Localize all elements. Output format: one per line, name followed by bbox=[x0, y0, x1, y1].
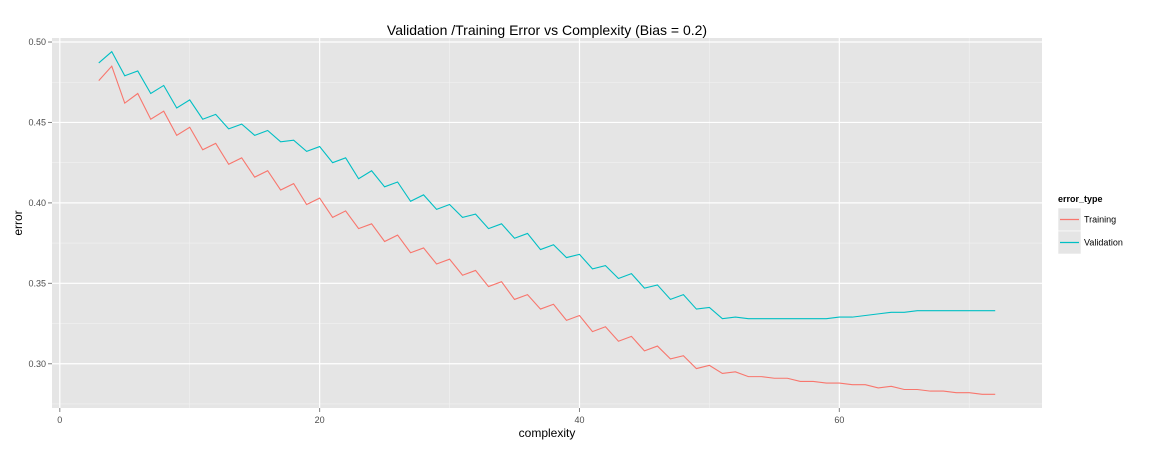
x-tick-label: 60 bbox=[834, 415, 844, 425]
y-axis-ticks: 0.30 0.35 0.40 0.45 0.50 bbox=[28, 37, 52, 369]
y-tick-label: 0.30 bbox=[28, 359, 46, 369]
legend-entries: Training Validation bbox=[1057, 207, 1123, 255]
x-axis-ticks: 0 20 40 60 bbox=[57, 408, 844, 425]
legend: error_type Training Validation bbox=[1057, 194, 1123, 255]
x-tick-label: 20 bbox=[315, 415, 325, 425]
x-axis-title: complexity bbox=[519, 426, 576, 440]
x-tick-label: 40 bbox=[574, 415, 584, 425]
major-gridlines bbox=[52, 38, 1042, 408]
minor-gridlines bbox=[52, 38, 1042, 408]
y-axis-title: error bbox=[11, 210, 25, 235]
series-line-validation bbox=[98, 50, 996, 320]
chart-title: Validation /Training Error vs Complexity… bbox=[387, 22, 707, 38]
y-tick-label: 0.40 bbox=[28, 198, 46, 208]
legend-label-validation: Validation bbox=[1084, 238, 1123, 248]
plot-panel bbox=[52, 38, 1042, 408]
series-lines bbox=[98, 50, 996, 395]
y-tick-label: 0.50 bbox=[28, 37, 46, 47]
legend-title: error_type bbox=[1058, 194, 1103, 204]
y-tick-label: 0.45 bbox=[28, 117, 46, 127]
y-tick-label: 0.35 bbox=[28, 278, 46, 288]
series-line-training bbox=[98, 65, 996, 395]
x-tick-label: 0 bbox=[57, 415, 62, 425]
legend-label-training: Training bbox=[1084, 215, 1116, 225]
